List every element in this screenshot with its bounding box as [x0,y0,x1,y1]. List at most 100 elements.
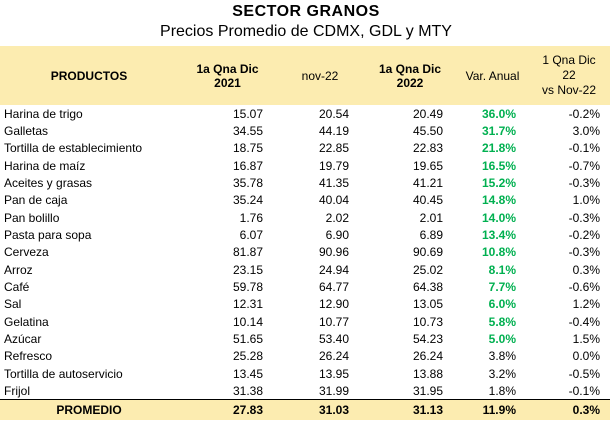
header-1a-qna-dic-2022-line1: 1a Qna Dic [378,61,442,76]
price-dic21: 59.78 [232,280,263,295]
price-nov22: 53.40 [318,332,349,347]
var-vs-nov: -0.3% [568,245,600,260]
header-vs-nov-22: 1 Qna Dic 22 vs Nov-22 [528,46,610,105]
product-name: Refresco [4,349,53,364]
table-row: Galletas 34.55 44.19 45.50 31.7% 3.0% [0,122,610,139]
table-row: Sal 12.31 12.90 13.05 6.0% 1.2% [0,296,610,313]
header-1a-qna-dic-2022-line2: 2022 [396,75,424,90]
var-vs-nov: -0.5% [568,366,600,381]
promedio-row: PROMEDIO 27.83 31.03 31.13 11.9% 0.3% [0,399,610,421]
var-anual: 31.7% [481,124,516,139]
var-vs-nov: 1.2% [572,297,600,312]
price-dic22: 10.73 [412,314,443,329]
price-table: PRODUCTOS 1a Qna Dic 2021 nov-22 1a Qna … [0,46,610,421]
header-vs-nov-22-line1: 1 Qna Dic [542,53,596,67]
var-anual: 1.8% [488,383,516,398]
price-nov22: 10.77 [318,314,349,329]
price-dic21: 25.28 [232,349,263,364]
product-name: Gelatina [4,314,49,329]
price-nov22: 90.96 [318,245,349,260]
header-vs-nov-22-line3: vs Nov-22 [541,83,597,97]
price-dic22: 19.65 [412,158,443,173]
price-nov22: 22.85 [318,141,349,156]
price-dic21: 31.38 [232,383,263,398]
var-anual: 3.2% [488,366,516,381]
price-nov22: 44.19 [318,124,349,139]
price-dic21: 6.07 [239,228,263,243]
promedio-nov22: 31.03 [277,399,363,421]
var-vs-nov: 1.5% [572,332,600,347]
header-1a-qna-dic-2022: 1a Qna Dic 2022 [363,46,457,105]
product-name: Pan de caja [4,193,68,208]
var-vs-nov: -0.3% [568,210,600,225]
price-dic21: 35.78 [232,176,263,191]
price-dic22: 64.38 [412,280,443,295]
header-productos: PRODUCTOS [0,46,178,105]
price-nov22: 2.02 [325,210,349,225]
price-nov22: 20.54 [318,106,349,121]
var-anual: 8.1% [488,262,516,277]
price-dic22: 13.05 [412,297,443,312]
var-vs-nov: 0.3% [572,262,600,277]
product-name: Café [4,280,30,295]
var-vs-nov: 0.0% [572,349,600,364]
product-name: Azúcar [4,332,42,347]
product-name: Cerveza [4,245,49,260]
table-row: Cerveza 81.87 90.96 90.69 10.8% -0.3% [0,244,610,261]
var-anual: 16.5% [481,158,516,173]
price-dic21: 10.14 [232,314,263,329]
price-dic22: 40.45 [412,193,443,208]
product-name: Pan bolillo [4,210,60,225]
var-anual: 6.0% [488,297,516,312]
price-dic21: 18.75 [232,141,263,156]
var-anual: 36.0% [481,106,516,121]
price-dic22: 6.89 [419,228,443,243]
var-vs-nov: -0.6% [568,280,600,295]
var-anual: 14.8% [481,193,516,208]
table-header: PRODUCTOS 1a Qna Dic 2021 nov-22 1a Qna … [0,46,610,105]
promedio-label: PROMEDIO [0,399,178,421]
price-dic22: 13.88 [412,366,443,381]
product-name: Arroz [4,262,33,277]
product-name: Galletas [4,124,49,139]
price-dic22: 26.24 [412,349,443,364]
price-dic21: 34.55 [232,124,263,139]
price-dic21: 23.15 [232,262,263,277]
var-vs-nov: -0.1% [568,141,600,156]
promedio-dic22: 31.13 [363,399,457,421]
var-anual: 10.8% [481,245,516,260]
price-nov22: 40.04 [318,193,349,208]
product-name: Tortilla de establecimiento [4,141,143,156]
table-row: Frijol 31.38 31.99 31.95 1.8% -0.1% [0,383,610,400]
price-nov22: 41.35 [318,176,349,191]
header-1a-qna-dic-2021: 1a Qna Dic 2021 [178,46,277,105]
price-nov22: 6.90 [325,228,349,243]
table-row: Gelatina 10.14 10.77 10.73 5.8% -0.4% [0,313,610,330]
table-row: Harina de maíz 16.87 19.79 19.65 16.5% -0.7% [0,157,610,174]
var-anual: 3.8% [488,349,516,364]
price-dic21: 16.87 [232,158,263,173]
table-row: Pan bolillo 1.76 2.02 2.01 14.0% -0.3% [0,209,610,226]
table-row: Refresco 25.28 26.24 26.24 3.8% 0.0% [0,348,610,365]
price-dic22: 90.69 [412,245,443,260]
price-nov22: 64.77 [318,280,349,295]
price-dic21: 13.45 [232,366,263,381]
table-row: Café 59.78 64.77 64.38 7.7% -0.6% [0,278,610,295]
price-dic21: 12.31 [232,297,263,312]
price-nov22: 24.94 [318,262,349,277]
price-nov22: 13.95 [318,366,349,381]
table-row: Tortilla de autoservicio 13.45 13.95 13.88 3… [0,365,610,382]
var-anual: 5.0% [488,332,516,347]
table-row: Pasta para sopa 6.07 6.90 6.89 13.4% -0.2% [0,226,610,243]
var-vs-nov: 3.0% [572,124,600,139]
table-row: Tortilla de establecimiento 18.75 22.85 22.… [0,140,610,157]
var-anual: 14.0% [481,210,516,225]
table-row: Pan de caja 35.24 40.04 40.45 14.8% 1.0% [0,192,610,209]
product-name: Sal [4,297,22,312]
header-1a-qna-dic-2021-line1: 1a Qna Dic [196,61,259,76]
promedio-var-anual: 11.9% [457,399,528,421]
price-dic21: 15.07 [232,106,263,121]
var-anual: 21.8% [481,141,516,156]
report-subtitle: Precios Promedio de CDMX, GDL y MTY [160,23,452,40]
